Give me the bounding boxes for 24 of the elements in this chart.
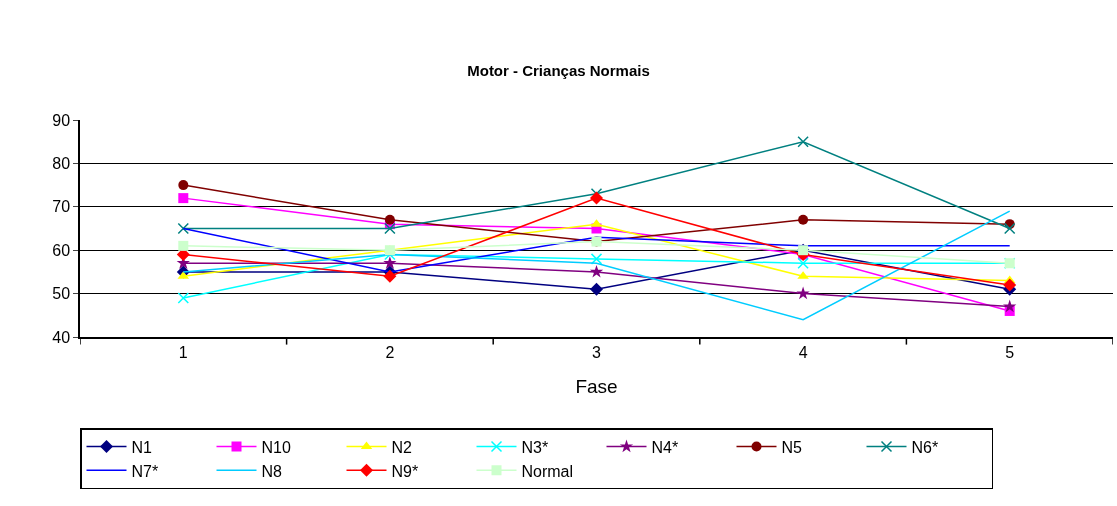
legend-label: N8 bbox=[261, 462, 283, 480]
y-tick-label: 90 bbox=[52, 111, 71, 129]
legend-label: Normal bbox=[521, 462, 574, 480]
legend-label: N6* bbox=[911, 438, 939, 456]
x-tick-label: 5 bbox=[1005, 343, 1015, 361]
y-tick-label: 80 bbox=[52, 155, 71, 172]
x-tick-label: 2 bbox=[385, 343, 395, 361]
chart-title: Motor - Crianças Normais bbox=[467, 62, 650, 80]
y-tick-label: 50 bbox=[52, 285, 71, 303]
x-tick-label: 4 bbox=[798, 343, 808, 361]
legend-label: N10 bbox=[261, 438, 291, 456]
legend-label: N5 bbox=[781, 438, 803, 456]
legend-label: N4* bbox=[651, 438, 679, 456]
legend-label: N3* bbox=[521, 438, 549, 456]
y-tick-label: 60 bbox=[52, 241, 71, 259]
y-tick-label: 70 bbox=[52, 198, 71, 216]
x-tick-label: 3 bbox=[592, 343, 602, 361]
legend-label: N2 bbox=[391, 438, 413, 456]
legend-label: N1 bbox=[131, 438, 153, 456]
y-tick-label: 40 bbox=[52, 328, 71, 346]
x-axis-title: Fase bbox=[575, 376, 618, 398]
legend-label: N7* bbox=[131, 462, 159, 480]
legend-label: N9* bbox=[391, 462, 419, 480]
x-tick-label: 1 bbox=[178, 343, 188, 361]
